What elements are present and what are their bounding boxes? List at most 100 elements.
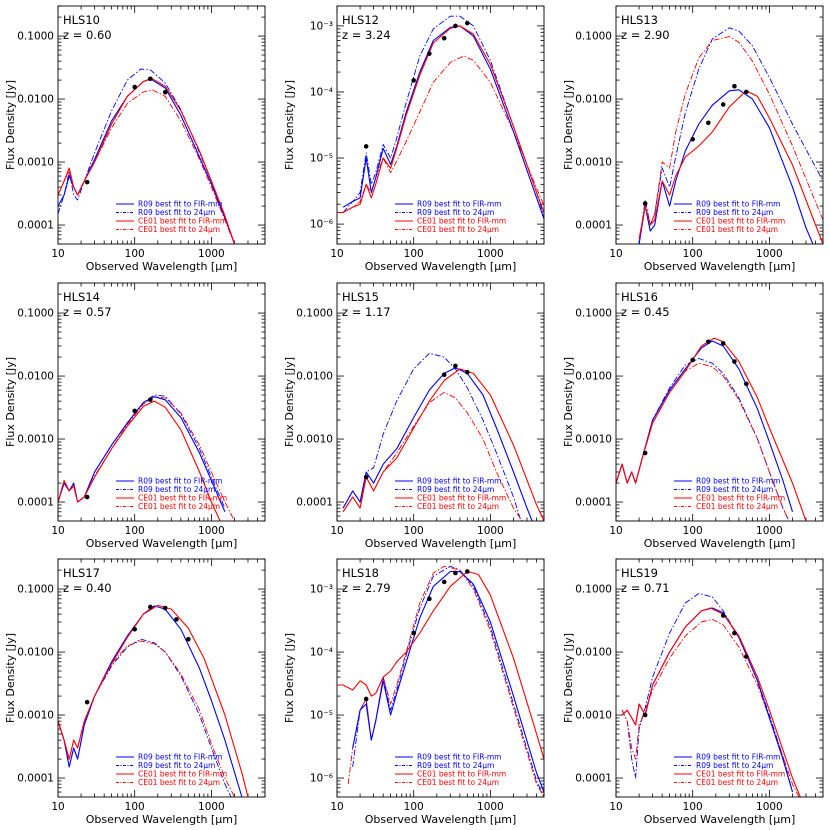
sed-panel-hls17: 10 100 1000 0.0001 0.0010 0.0100 0.1000 Observe… (4, 558, 266, 826)
redshift-label: z = 1.17 (342, 305, 391, 319)
legend-label: CE01 best fit to 24µm (138, 502, 220, 511)
photometry-point (441, 579, 447, 585)
legend-label: R09 best fit to 24µm (138, 208, 215, 217)
legend-label: CE01 best fit to 24µm (417, 225, 499, 234)
sed-curve-ce01-fir (342, 368, 544, 521)
photometry-point (720, 613, 726, 618)
x-tick-label: 10 (330, 248, 343, 260)
legend-label: R09 best fit to FIR-mm (417, 753, 501, 762)
y-tick-label: 0.0010 (575, 157, 612, 169)
photometry-point (706, 120, 711, 126)
plot-frame (57, 558, 266, 798)
y-tick-label: 0.0001 (575, 773, 612, 785)
y-axis-label: Flux Density [Jy] (4, 357, 17, 447)
redshift-label: z = 0.57 (63, 305, 112, 319)
y-tick-label: 10⁻⁶ (310, 219, 333, 231)
legend-label: R09 best fit to 24µm (696, 761, 773, 770)
y-tick-label: 0.1000 (575, 584, 612, 596)
y-tick-label: 0.0100 (296, 371, 333, 383)
y-tick-label: 0.0001 (575, 497, 612, 509)
plot-frame (336, 282, 545, 522)
legend-label: CE01 best fit to FIR-mm (138, 494, 227, 503)
x-tick-label: 100 (125, 801, 145, 813)
y-tick-label: 0.0010 (296, 434, 333, 446)
x-tick-label: 100 (404, 525, 424, 537)
photometry-point (132, 84, 137, 90)
photometry-point (453, 23, 458, 29)
y-tick-label: 10⁻⁵ (310, 710, 333, 722)
photometry-point (132, 408, 137, 414)
photometry-point (84, 494, 90, 500)
photometry-point (162, 89, 168, 95)
photometry-point (363, 144, 369, 149)
sed-curve-ce01-fir (616, 337, 807, 521)
x-tick-label: 10 (609, 801, 622, 813)
legend-label: R09 best fit to 24µm (138, 485, 215, 494)
y-tick-label: 0.0001 (17, 220, 54, 232)
legend-label: R09 best fit to FIR-mm (696, 200, 780, 209)
y-tick-label: 0.0100 (17, 647, 54, 659)
sed-curves (337, 15, 544, 220)
x-tick-label: 100 (404, 801, 424, 813)
photometry-point (744, 381, 749, 387)
legend-label: CE01 best fit to FIR-mm (696, 217, 785, 226)
object-name: HLS13 (621, 13, 658, 27)
object-name: HLS12 (342, 13, 379, 27)
y-axis-label: Flux Density [Jy] (283, 633, 296, 723)
x-tick-label: 100 (125, 525, 145, 537)
legend-label: R09 best fit to 24µm (417, 761, 494, 770)
y-axis-label: Flux Density [Jy] (4, 80, 17, 170)
y-axis-label: Flux Density [Jy] (283, 357, 296, 447)
y-axis-label: Flux Density [Jy] (283, 80, 296, 170)
photometry-point (363, 474, 369, 480)
sed-curve-r09-fir (342, 367, 533, 521)
x-axis-label: Observed Wavelength [μm] (86, 813, 237, 826)
legend-label: CE01 best fit to 24µm (417, 502, 499, 511)
plot-frame (615, 5, 824, 245)
y-axis-label: Flux Density [Jy] (562, 633, 575, 723)
sed-curve-r09-fir (58, 396, 226, 513)
photometry-point (363, 696, 369, 702)
x-axis-label: Observed Wavelength [μm] (644, 537, 795, 550)
y-tick-label: 0.0100 (575, 371, 612, 383)
y-axis-label: Flux Density [Jy] (562, 357, 575, 447)
redshift-label: z = 2.90 (621, 28, 670, 42)
sed-curve-ce01-24 (337, 55, 544, 213)
x-tick-label: 10 (51, 525, 64, 537)
legend-label: R09 best fit to FIR-mm (138, 753, 222, 762)
y-tick-label: 0.0010 (17, 710, 54, 722)
photometry-point (732, 630, 737, 636)
object-name: HLS19 (621, 566, 658, 580)
y-tick-label: 0.0100 (17, 371, 54, 383)
x-axis-label: Observed Wavelength [μm] (86, 260, 237, 273)
sed-panel-hls18: 10 100 1000 10⁻⁶ 10⁻⁵ 10⁻⁴ 10⁻³ Observed Wavele… (283, 558, 545, 826)
legend-label: CE01 best fit to FIR-mm (417, 770, 506, 779)
sed-curves (342, 352, 544, 521)
photometry-point (427, 596, 432, 602)
x-tick-label: 1000 (477, 801, 504, 813)
legend-label: R09 best fit to 24µm (417, 485, 494, 494)
y-tick-label: 0.0001 (17, 497, 54, 509)
photometry-point (642, 201, 648, 206)
photometry-point (720, 341, 726, 346)
sed-curve-r09-fir (342, 25, 544, 220)
photometry-point (411, 78, 416, 83)
y-tick-label: 0.0001 (575, 220, 612, 232)
y-tick-label: 0.1000 (575, 308, 612, 320)
y-tick-label: 10⁻⁴ (310, 86, 333, 98)
y-tick-label: 0.0010 (17, 157, 54, 169)
sed-curve-ce01-fir (58, 400, 221, 521)
photometry-point (642, 450, 648, 456)
object-name: HLS18 (342, 566, 379, 580)
object-name: HLS17 (63, 566, 100, 580)
sed-curves (58, 394, 235, 521)
legend-label: CE01 best fit to FIR-mm (696, 770, 785, 779)
photometry-point (732, 83, 737, 89)
sed-curve-ce01-24 (621, 618, 800, 797)
photometry-point (162, 605, 168, 611)
sed-curves (638, 27, 823, 244)
legend-label: R09 best fit to 24µm (417, 208, 494, 217)
plot-frame (336, 558, 545, 798)
photometry-point (465, 569, 470, 574)
sed-curves (337, 565, 544, 797)
